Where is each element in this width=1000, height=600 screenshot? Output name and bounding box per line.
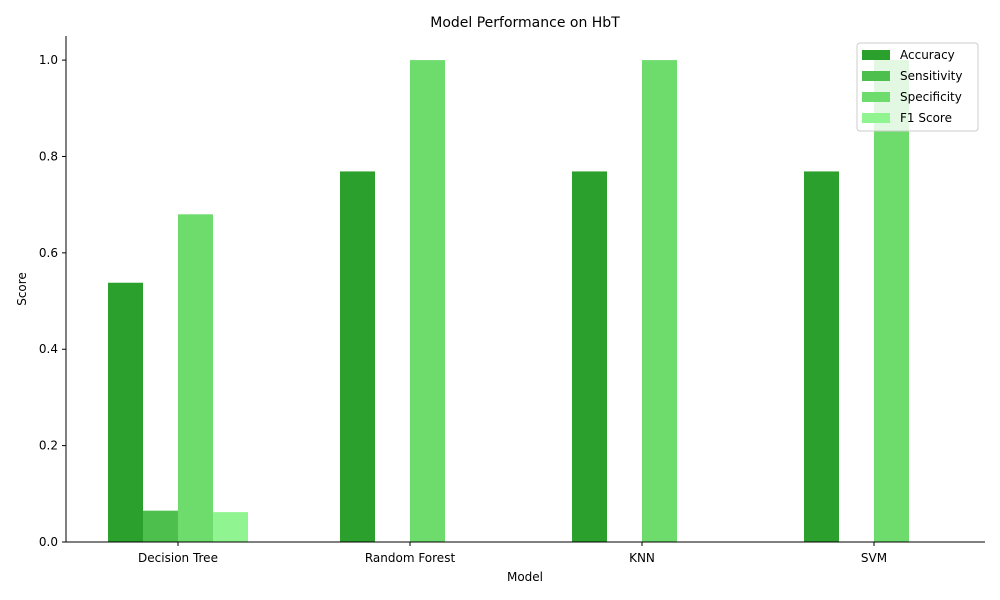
legend-entry: Accuracy: [900, 48, 955, 62]
legend-swatch: [862, 50, 890, 60]
legend-frame: [856, 42, 979, 132]
bar-f1-score-decision-tree: [213, 512, 248, 542]
y-tick-label: 0.2: [39, 439, 58, 453]
legend: Accuracy Sensitivity Specificity F1 Score: [856, 42, 979, 132]
legend-swatch: [862, 113, 890, 123]
legend-swatch: [862, 71, 890, 81]
legend-swatch: [862, 92, 890, 102]
chart-title: Model Performance on HbT: [430, 15, 620, 31]
legend-entry: Specificity: [900, 90, 962, 104]
x-tick-label: Decision Tree: [138, 551, 218, 565]
x-tick-label: Random Forest: [365, 551, 456, 565]
y-axis-label: Score: [15, 272, 29, 306]
legend-entry: Sensitivity: [900, 69, 962, 83]
bar-sensitivity-decision-tree: [143, 510, 178, 542]
bar-specificity-random-forest: [410, 60, 445, 542]
y-tick-label: 0.4: [39, 342, 58, 356]
axes-group: [65, 36, 985, 543]
y-tick-label: 1.0: [39, 53, 58, 67]
x-tick-label: KNN: [629, 551, 655, 565]
y-tick-label: 0.8: [39, 149, 58, 163]
bar-accuracy-knn: [572, 171, 607, 543]
bars-group: [108, 60, 909, 543]
x-tick-label: SVM: [861, 551, 887, 565]
legend-entry: F1 Score: [900, 111, 952, 125]
y-tick-label: 0.6: [39, 246, 58, 260]
bar-specificity-knn: [642, 60, 677, 542]
bar-accuracy-svm: [804, 171, 839, 543]
x-axis-label: Model: [507, 570, 543, 584]
bar-specificity-decision-tree: [178, 214, 213, 543]
bar-accuracy-decision-tree: [108, 282, 143, 542]
x-ticks-group: Decision Tree Random Forest KNN SVM: [138, 542, 887, 565]
bar-accuracy-random-forest: [340, 171, 375, 543]
y-ticks-group: 0.0 0.2 0.4 0.6 0.8 1.0: [39, 53, 66, 549]
bar-specificity-svm: [874, 60, 909, 542]
y-tick-label: 0.0: [39, 535, 58, 549]
